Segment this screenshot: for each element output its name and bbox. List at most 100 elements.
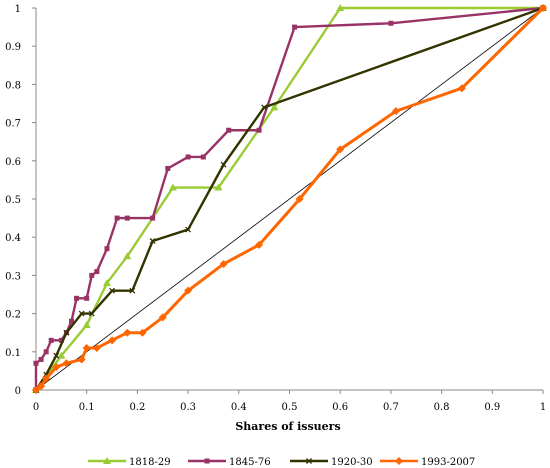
data-point <box>104 246 110 252</box>
y-tick-label: 0.9 <box>5 42 21 53</box>
legend-label: 1993-2007 <box>421 457 475 468</box>
data-point <box>123 328 132 337</box>
data-point <box>78 310 85 317</box>
data-point <box>138 328 147 337</box>
y-tick-label: 0 <box>15 386 21 397</box>
data-point <box>185 154 191 160</box>
data-point <box>82 343 91 352</box>
data-point <box>168 183 177 191</box>
data-point <box>48 337 54 343</box>
series-line <box>35 6 543 391</box>
legend-label: 1920-30 <box>331 457 373 468</box>
data-point <box>226 127 232 133</box>
marker-stroke <box>88 310 95 317</box>
marker-stroke <box>78 310 85 317</box>
data-point <box>68 318 74 324</box>
data-point <box>33 360 39 366</box>
equality-diagonal <box>35 7 544 391</box>
data-point <box>58 337 64 343</box>
legend-swatch-marker <box>204 458 210 464</box>
data-point <box>295 195 304 203</box>
data-point <box>123 252 132 260</box>
data-point <box>261 104 268 111</box>
y-tick-label: 0.3 <box>5 271 21 282</box>
y-tick-label: 0.4 <box>5 233 21 244</box>
data-point <box>391 107 400 116</box>
x-tick-label: 0.3 <box>180 402 196 413</box>
x-tick-label: 0.4 <box>231 402 247 413</box>
data-point <box>42 374 51 383</box>
data-point <box>219 259 228 268</box>
data-point <box>158 313 167 322</box>
data-point <box>457 84 466 93</box>
marker-stroke <box>53 352 60 359</box>
data-point <box>270 103 279 111</box>
data-point <box>88 310 95 317</box>
legend-label: 1818-29 <box>129 457 171 468</box>
data-point <box>108 336 117 345</box>
data-point <box>94 269 100 275</box>
y-tick-label: 0.1 <box>5 348 21 359</box>
data-point <box>109 287 116 294</box>
x-axis-label: Shares of issuers <box>235 420 340 433</box>
data-point <box>214 183 223 191</box>
plot-axes <box>32 7 544 394</box>
data-point <box>185 226 192 233</box>
data-point <box>82 321 91 329</box>
data-point <box>38 356 44 362</box>
series-1818-29 <box>32 4 547 393</box>
y-tick-label: 0.6 <box>5 157 21 168</box>
data-point <box>63 329 70 336</box>
legend-label: 1845-76 <box>229 457 271 468</box>
legend: 1818-29 1845-76 1920-30 1993-2007 <box>88 457 475 468</box>
data-point <box>74 295 80 301</box>
legend-swatch-marker <box>395 457 403 465</box>
marker-stroke <box>220 161 227 168</box>
marker-stroke <box>63 329 70 336</box>
legend-item: 1845-76 <box>188 457 271 468</box>
data-point <box>336 145 345 154</box>
data-point <box>388 20 394 26</box>
marker-stroke <box>149 238 156 244</box>
legend-item: 1993-2007 <box>380 457 475 468</box>
data-point <box>129 287 136 294</box>
data-point <box>37 382 46 391</box>
series-layer <box>32 4 547 394</box>
equality-line <box>35 7 544 391</box>
data-point <box>102 279 111 287</box>
data-point <box>52 363 61 372</box>
y-tick-label: 0.8 <box>5 80 21 91</box>
x-tick-label: 1 <box>540 402 546 413</box>
x-tick-label: 0.8 <box>434 402 450 413</box>
marker-stroke <box>129 287 136 294</box>
marker-stroke <box>261 104 268 111</box>
data-point <box>256 127 262 133</box>
legend-item: 1920-30 <box>290 457 373 468</box>
marker-stroke <box>109 287 116 294</box>
legend-swatch-marker <box>103 457 111 464</box>
x-tick-label: 0.6 <box>332 402 348 413</box>
x-tick-label: 0.1 <box>79 402 95 413</box>
data-point <box>57 351 66 359</box>
x-tick-label: 0.7 <box>383 402 399 413</box>
data-point <box>77 355 86 364</box>
data-point <box>124 215 130 221</box>
data-point <box>89 272 95 278</box>
data-point <box>149 238 156 244</box>
series-1993-2007 <box>32 4 547 394</box>
marker-stroke <box>306 458 312 464</box>
y-tick-label: 0.2 <box>5 310 21 321</box>
x-tick-label: 0.9 <box>484 402 500 413</box>
data-point <box>336 4 345 11</box>
data-point <box>114 215 120 221</box>
data-point <box>200 154 206 160</box>
y-tick-label: 0.7 <box>5 119 21 130</box>
y-tick-label: 0.5 <box>5 195 21 206</box>
data-point <box>165 165 171 171</box>
legend-swatch-marker <box>306 458 312 464</box>
data-point <box>92 343 101 352</box>
legend-item: 1818-29 <box>88 457 171 468</box>
x-tick-label: 0 <box>33 402 39 413</box>
x-tick-label: 0.5 <box>282 402 298 413</box>
